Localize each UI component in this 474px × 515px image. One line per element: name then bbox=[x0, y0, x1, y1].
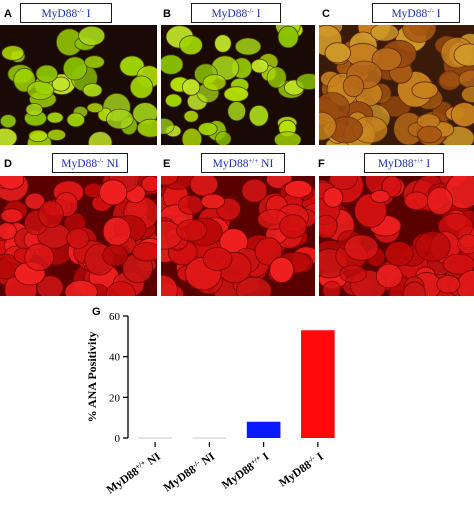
panel-label: E bbox=[163, 158, 171, 170]
panel-label: C bbox=[322, 8, 330, 20]
micrograph-image bbox=[161, 25, 315, 145]
x-tick-label: MyD88-/- NI bbox=[161, 449, 218, 495]
panel-label: B bbox=[163, 8, 171, 20]
panel-title: MyD88-/- I bbox=[372, 3, 460, 23]
x-tick-label: MyD88+/+ I bbox=[219, 449, 272, 492]
bar bbox=[301, 330, 335, 438]
panel-title: MyD88-/- I bbox=[191, 3, 281, 23]
panel-label-g: G bbox=[92, 306, 101, 318]
micrograph-image bbox=[0, 176, 157, 296]
micrograph-image bbox=[0, 25, 157, 145]
panel-label: A bbox=[4, 8, 12, 20]
y-axis-label: % ANA Positivity bbox=[85, 332, 99, 423]
panel-title: MyD88+/+ NI bbox=[201, 153, 285, 173]
y-tick-label: 60 bbox=[109, 311, 121, 323]
micrograph-image bbox=[161, 176, 315, 296]
panel-title: MyD88-/- I bbox=[20, 3, 112, 23]
y-tick-label: 20 bbox=[109, 392, 121, 404]
bar bbox=[246, 421, 281, 438]
panel-title: MyD88+/+ I bbox=[364, 153, 444, 173]
micrograph-image bbox=[319, 25, 474, 145]
panel-label: F bbox=[318, 158, 325, 170]
x-tick-label: MyD88-/- I bbox=[276, 449, 326, 490]
panel-label: D bbox=[4, 158, 12, 170]
panel-title: MyD88-/- NI bbox=[52, 153, 128, 173]
y-tick-label: 0 bbox=[115, 433, 121, 445]
micrograph-image bbox=[319, 176, 474, 296]
x-tick-label: MyD88+/+ NI bbox=[103, 449, 163, 497]
y-tick-label: 40 bbox=[109, 352, 121, 364]
